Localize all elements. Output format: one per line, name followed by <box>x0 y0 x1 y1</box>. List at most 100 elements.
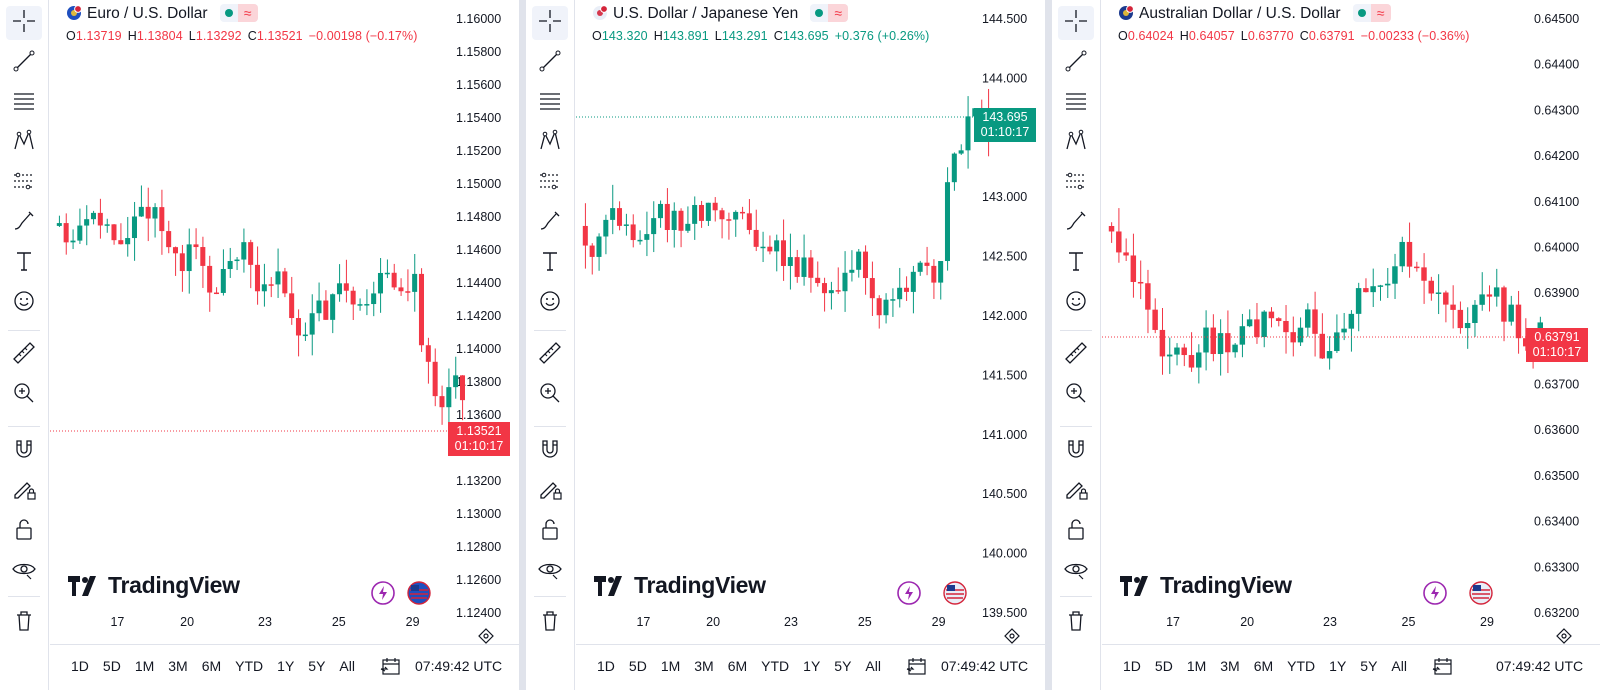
symbol-legend[interactable]: U.S. Dollar / Japanese Yen ≈ <box>592 4 849 23</box>
price-chart[interactable]: 144.500144.000143.500143.000142.500142.0… <box>576 0 1045 648</box>
ruler-tool[interactable] <box>532 338 568 372</box>
utc-clock[interactable]: 07:49:42 UTC <box>415 658 503 674</box>
lock-drawing-tool[interactable] <box>6 474 42 508</box>
brush-tool[interactable] <box>6 206 42 240</box>
symbol-title[interactable]: Euro / U.S. Dollar <box>87 5 208 22</box>
period-5y[interactable]: 5Y <box>834 658 852 674</box>
trend-line-tool[interactable] <box>532 46 568 80</box>
currency-flags-icon[interactable] <box>942 580 968 606</box>
eye-tool[interactable] <box>1058 554 1094 588</box>
lock-drawing-tool[interactable] <box>532 474 568 508</box>
market-status[interactable]: ≈ <box>219 4 258 22</box>
period-ytd[interactable]: YTD <box>1287 658 1316 674</box>
projection-tool[interactable] <box>6 166 42 200</box>
crosshair-tool[interactable] <box>6 6 42 40</box>
trend-line-tool[interactable] <box>6 46 42 80</box>
period-1y[interactable]: 1Y <box>1329 658 1347 674</box>
period-5y[interactable]: 5Y <box>308 658 326 674</box>
period-3m[interactable]: 3M <box>694 658 714 674</box>
utc-clock[interactable]: 07:49:42 UTC <box>941 658 1029 674</box>
symbol-legend[interactable]: Australian Dollar / U.S. Dollar ≈ <box>1118 4 1391 23</box>
scale-settings-icon[interactable] <box>1554 626 1574 646</box>
lock-tool[interactable] <box>1058 514 1094 548</box>
period-3m[interactable]: 3M <box>168 658 188 674</box>
pattern-tool[interactable] <box>532 126 568 160</box>
symbol-title[interactable]: Australian Dollar / U.S. Dollar <box>1139 5 1341 22</box>
crosshair-tool[interactable] <box>532 6 568 40</box>
market-status[interactable]: ≈ <box>1352 4 1391 22</box>
lock-tool[interactable] <box>532 514 568 548</box>
emoji-tool[interactable] <box>1058 286 1094 320</box>
lock-tool[interactable] <box>6 514 42 548</box>
period-1y[interactable]: 1Y <box>277 658 295 674</box>
period-3m[interactable]: 3M <box>1220 658 1240 674</box>
period-5d[interactable]: 5D <box>628 658 647 674</box>
period-6m[interactable]: 6M <box>201 658 222 674</box>
zoom-in-tool[interactable] <box>532 378 568 412</box>
trash-tool[interactable] <box>1058 606 1094 640</box>
fib-retracement-tool[interactable] <box>532 86 568 120</box>
period-1m[interactable]: 1M <box>134 658 155 674</box>
lightning-icon[interactable] <box>370 580 396 606</box>
projection-tool[interactable] <box>532 166 568 200</box>
trash-tool[interactable] <box>532 606 568 640</box>
chart-panel[interactable]: 1.16000 1.15800 1.15600 1.15400 1.15200 1.150… <box>0 0 519 690</box>
trash-tool[interactable] <box>6 606 42 640</box>
chart-panel[interactable]: 144.500144.000143.500143.000142.500142.0… <box>526 0 1045 690</box>
period-5d[interactable]: 5D <box>102 658 121 674</box>
scale-settings-icon[interactable] <box>1002 626 1022 646</box>
emoji-tool[interactable] <box>6 286 42 320</box>
lightning-icon[interactable] <box>896 580 922 606</box>
period-1d[interactable]: 1D <box>597 658 615 674</box>
tradingview-logo[interactable]: TradingView <box>68 572 240 599</box>
period-6m[interactable]: 6M <box>1253 658 1274 674</box>
zoom-in-tool[interactable] <box>6 378 42 412</box>
period-1m[interactable]: 1M <box>1186 658 1207 674</box>
text-tool[interactable] <box>6 246 42 280</box>
period-5y[interactable]: 5Y <box>1360 658 1378 674</box>
brush-tool[interactable] <box>1058 206 1094 240</box>
magnet-tool[interactable] <box>6 434 42 468</box>
eye-tool[interactable] <box>532 554 568 588</box>
market-status[interactable]: ≈ <box>810 4 849 22</box>
projection-tool[interactable] <box>1058 166 1094 200</box>
period-5d[interactable]: 5D <box>1154 658 1173 674</box>
crosshair-tool[interactable] <box>1058 6 1094 40</box>
text-tool[interactable] <box>532 246 568 280</box>
chart-panel[interactable]: 0.64500 0.64400 0.64300 0.64200 0.64100 0.640… <box>1052 0 1600 690</box>
symbol-title[interactable]: U.S. Dollar / Japanese Yen <box>613 5 799 22</box>
utc-clock[interactable]: 07:49:42 UTC <box>1496 658 1584 674</box>
fib-retracement-tool[interactable] <box>1058 86 1094 120</box>
symbol-legend[interactable]: Euro / U.S. Dollar ≈ <box>66 4 258 23</box>
tradingview-logo[interactable]: TradingView <box>1120 572 1292 599</box>
lightning-icon[interactable] <box>1422 580 1448 606</box>
date-range-icon[interactable] <box>1424 655 1462 677</box>
ruler-tool[interactable] <box>6 338 42 372</box>
magnet-tool[interactable] <box>532 434 568 468</box>
period-1y[interactable]: 1Y <box>803 658 821 674</box>
eye-tool[interactable] <box>6 554 42 588</box>
period-6m[interactable]: 6M <box>727 658 748 674</box>
lock-drawing-tool[interactable] <box>1058 474 1094 508</box>
period-all[interactable]: All <box>865 658 881 674</box>
period-all[interactable]: All <box>339 658 355 674</box>
period-all[interactable]: All <box>1391 658 1407 674</box>
pattern-tool[interactable] <box>6 126 42 160</box>
brush-tool[interactable] <box>532 206 568 240</box>
magnet-tool[interactable] <box>1058 434 1094 468</box>
pattern-tool[interactable] <box>1058 126 1094 160</box>
text-tool[interactable] <box>1058 246 1094 280</box>
zoom-in-tool[interactable] <box>1058 378 1094 412</box>
fib-retracement-tool[interactable] <box>6 86 42 120</box>
emoji-tool[interactable] <box>532 286 568 320</box>
period-ytd[interactable]: YTD <box>235 658 264 674</box>
period-1m[interactable]: 1M <box>660 658 681 674</box>
price-chart[interactable]: 1.16000 1.15800 1.15600 1.15400 1.15200 1.150… <box>50 0 519 648</box>
scale-settings-icon[interactable] <box>476 626 496 646</box>
period-1d[interactable]: 1D <box>71 658 89 674</box>
ruler-tool[interactable] <box>1058 338 1094 372</box>
period-ytd[interactable]: YTD <box>761 658 790 674</box>
currency-flags-icon[interactable] <box>1468 580 1494 606</box>
date-range-icon[interactable] <box>898 655 936 677</box>
tradingview-logo[interactable]: TradingView <box>594 572 766 599</box>
